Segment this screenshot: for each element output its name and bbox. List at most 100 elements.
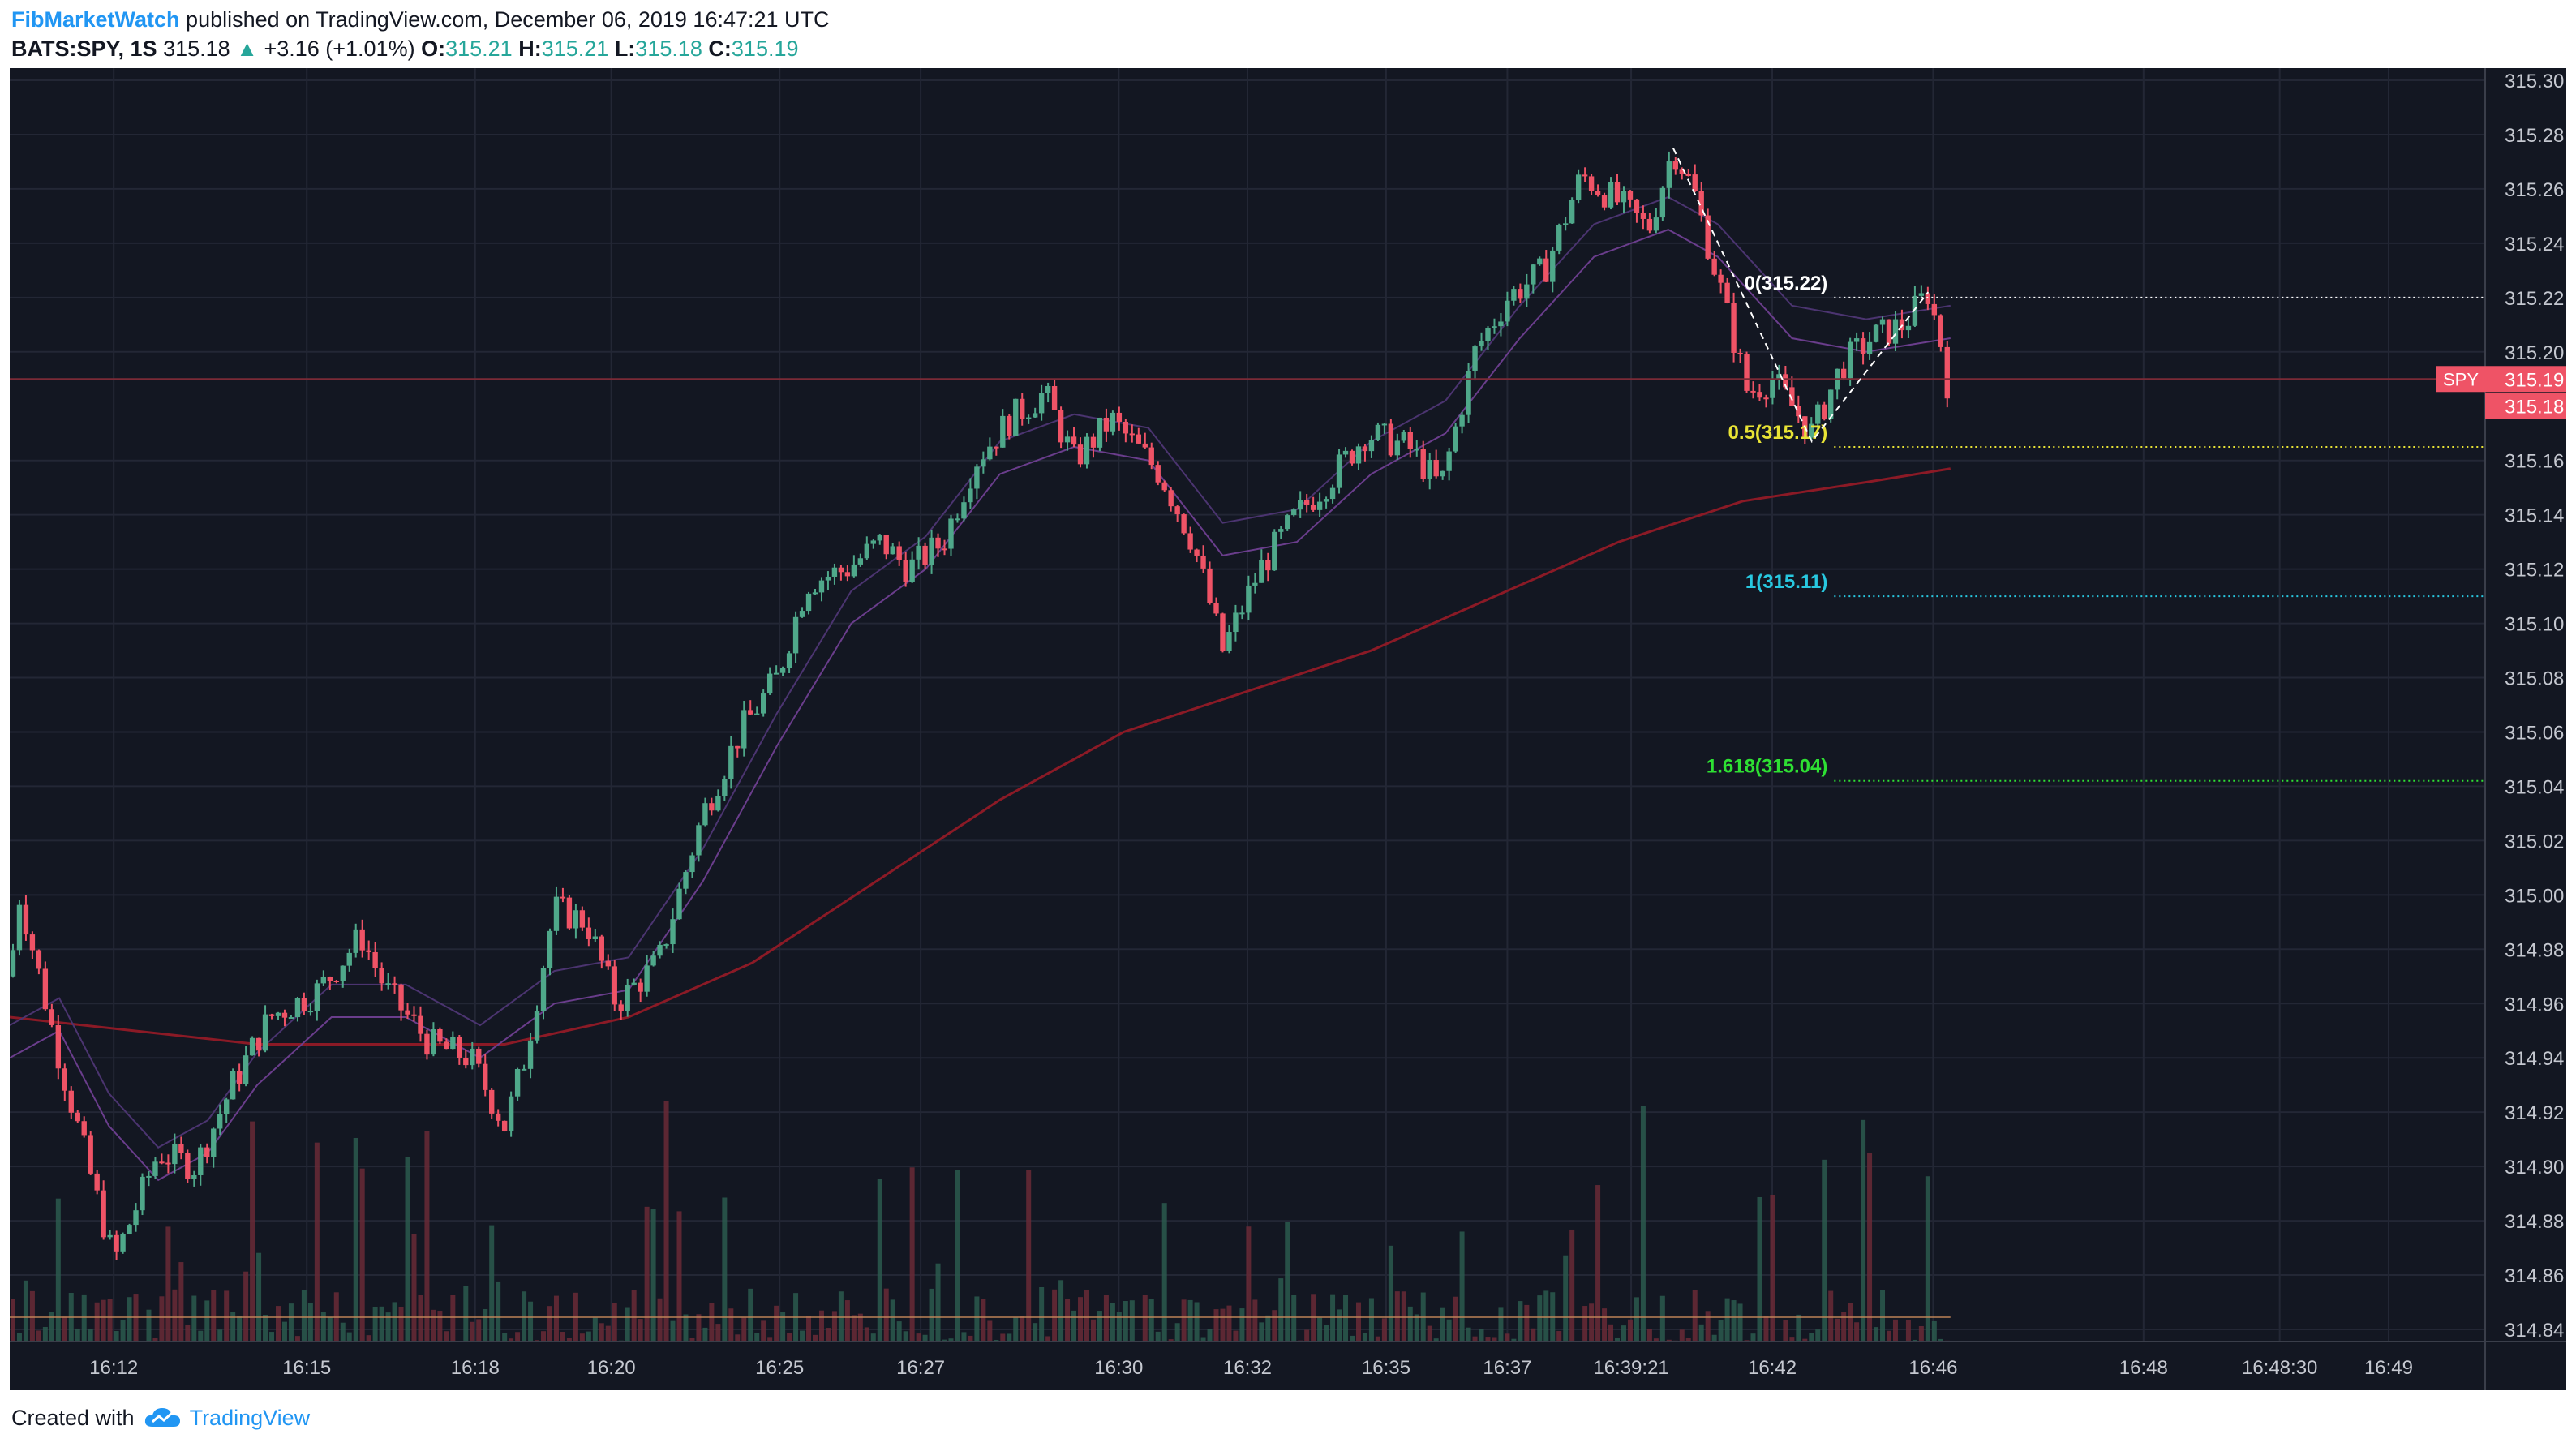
volume-bar (870, 1333, 876, 1342)
x-tick-label: 16:39:21 (1593, 1357, 1668, 1379)
candle-body (644, 965, 650, 992)
volume-bar (612, 1303, 617, 1342)
volume-bar (1272, 1310, 1277, 1342)
candle-body (1595, 191, 1601, 195)
volume-bar (1615, 1337, 1621, 1342)
y-tick-label: 315.24 (2505, 234, 2564, 255)
volume-bar (483, 1308, 488, 1342)
volume-bar (748, 1288, 753, 1342)
volume-bar (1589, 1303, 1595, 1342)
candle-body (779, 668, 786, 673)
candle-body (16, 904, 23, 951)
x-tick-label: 16:49 (2364, 1357, 2413, 1379)
candle-body (573, 910, 579, 929)
candle-body (204, 1147, 210, 1157)
volume-bar (1854, 1322, 1860, 1342)
volume-bar (515, 1332, 521, 1342)
grid-lines (10, 68, 2566, 1390)
candle-body (353, 929, 358, 953)
candle-body (1828, 389, 1834, 419)
volume-bar (553, 1295, 559, 1342)
volume-bar (1737, 1303, 1743, 1342)
volume-bar (243, 1271, 249, 1342)
volume-bar (1440, 1307, 1445, 1342)
candle-body (75, 1112, 80, 1122)
volume-bar (948, 1338, 954, 1342)
volume-bar (1375, 1336, 1380, 1342)
candle-body (1259, 560, 1264, 583)
volume-bar (638, 1319, 643, 1342)
candle-body (735, 745, 741, 749)
x-tick-label: 16:35 (1362, 1357, 1410, 1379)
candle-body (748, 710, 753, 715)
volume-bar (631, 1290, 637, 1342)
volume-bar (1770, 1194, 1775, 1342)
volume-bar (994, 1339, 999, 1342)
candle-body (255, 1037, 262, 1051)
candle-body (1847, 341, 1853, 379)
candle-body (663, 944, 669, 947)
candle-body (1020, 398, 1025, 419)
candle-body (922, 545, 928, 565)
candle-body (1446, 451, 1452, 471)
y-tick-label: 315.14 (2505, 505, 2564, 527)
candle-body (948, 518, 954, 549)
y-tick-label: 314.88 (2505, 1211, 2564, 1233)
time-axis[interactable]: 16:12 16:15 16:18 16:20 16:25 16:27 16:30 16:32… (10, 1341, 2566, 1379)
volume-bar (857, 1313, 863, 1342)
chart-area[interactable]: 0(315.22) 0.5(315.17) 1(315.11) 1.618(315.0… (10, 68, 2566, 1390)
volume-bar (1174, 1323, 1180, 1342)
candle-body (1013, 398, 1019, 436)
y-tick-label: 315.10 (2505, 614, 2564, 636)
candle-body (243, 1055, 249, 1084)
candle-body (1051, 385, 1058, 410)
candle-body (333, 980, 339, 982)
volume-bar (281, 1321, 287, 1342)
volume-bar (1058, 1280, 1064, 1342)
candle-body (476, 1048, 482, 1064)
candle-body (1213, 603, 1219, 614)
candle-body (152, 1161, 158, 1176)
volume-bar (728, 1308, 734, 1342)
candle-body (1407, 432, 1413, 449)
candles (10, 151, 1950, 1260)
fibonacci-levels[interactable]: 0(315.22) 0.5(315.17) 1(315.11) 1.618(315.0… (10, 148, 2485, 782)
volume-bar (541, 1331, 547, 1342)
tradingview-link[interactable]: TradingView (189, 1406, 311, 1430)
volume-bar (547, 1306, 552, 1342)
candle-body (1543, 258, 1549, 282)
candle-body (870, 540, 876, 544)
volume-bar (250, 1121, 255, 1342)
volume-bar (1938, 1338, 1943, 1342)
volume-bar (754, 1333, 760, 1342)
candle-body (1161, 482, 1167, 491)
volume-bar (1518, 1301, 1523, 1342)
symbol-name[interactable]: BATS:SPY, 1S (11, 36, 157, 61)
volume-bar (1925, 1176, 1930, 1342)
candle-body (942, 548, 947, 551)
y-tick-label: 315.04 (2505, 776, 2564, 798)
price-chart[interactable]: 0(315.22) 0.5(315.17) 1(315.11) 1.618(315.0… (10, 68, 2566, 1390)
volume-bar (107, 1299, 113, 1342)
volume-bar (392, 1302, 397, 1342)
volume-bar (1524, 1304, 1530, 1342)
candle-body (1840, 368, 1847, 379)
candle-body (612, 966, 617, 1005)
candle-body (366, 950, 371, 952)
candle-body (1045, 385, 1051, 393)
candle-body (1698, 191, 1704, 216)
volume-bar (1071, 1310, 1077, 1342)
price-axis[interactable]: 315.30 315.28 315.26 315.24 315.22 315.20 315.… (2436, 68, 2566, 1390)
candle-body (411, 1014, 417, 1016)
candle-body (1505, 300, 1510, 322)
volume-bar (1259, 1322, 1264, 1342)
volume-bar (165, 1226, 171, 1342)
volume-bar (1007, 1333, 1012, 1342)
volume-bar (320, 1312, 326, 1342)
publisher-link[interactable]: FibMarketWatch (11, 7, 180, 32)
candle-body (165, 1162, 171, 1165)
volume-bar (418, 1295, 423, 1342)
candle-body (754, 713, 760, 715)
candle-body (1518, 289, 1523, 299)
volume-bar (230, 1312, 236, 1342)
